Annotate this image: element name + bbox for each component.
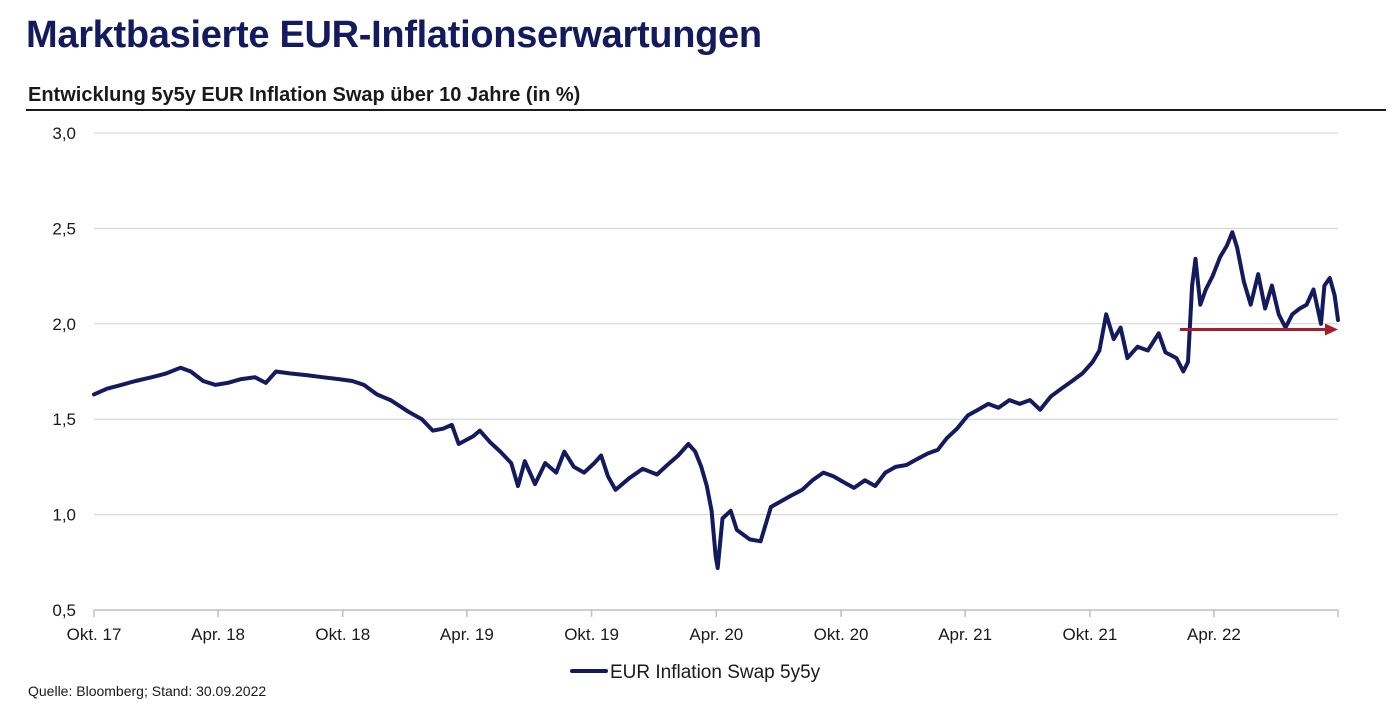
annotation-layer <box>1179 323 1338 336</box>
page-title: Marktbasierte EUR-Inflationserwartungen <box>26 14 762 56</box>
y-tick-label: 3,0 <box>52 124 76 143</box>
y-tick-label: 2,5 <box>52 219 76 238</box>
x-tick-label: Okt. 18 <box>315 625 370 644</box>
series-line-eur-inflation-swap-5y5y <box>92 230 1340 570</box>
x-tick-label: Okt. 19 <box>564 625 619 644</box>
legend-label: EUR Inflation Swap 5y5y <box>610 662 821 683</box>
grid-layer <box>94 132 1338 516</box>
y-tick-label: 1,0 <box>52 506 76 525</box>
legend: EUR Inflation Swap 5y5y <box>570 662 821 683</box>
x-tick-label: Okt. 17 <box>67 625 122 644</box>
x-tick-label: Apr. 19 <box>440 625 494 644</box>
title-divider <box>26 109 1386 111</box>
y-tick-label: 2,0 <box>52 315 76 334</box>
x-tick-label: Apr. 20 <box>689 625 743 644</box>
x-tick-label: Apr. 22 <box>1187 625 1241 644</box>
y-tick-label: 0,5 <box>52 601 76 620</box>
x-tick-label: Okt. 21 <box>1062 625 1117 644</box>
series-layer <box>92 230 1340 570</box>
x-tick-label: Apr. 21 <box>938 625 992 644</box>
chart-subtitle: Entwicklung 5y5y EUR Inflation Swap über… <box>28 84 581 106</box>
x-tick-label: Apr. 18 <box>191 625 245 644</box>
arrow-head <box>1325 323 1338 336</box>
axis-layer: 0,5 1,0 1,5 2,0 2,5 3,0 Okt. 17 Apr. 18 Okt. 18 A… <box>52 124 1339 644</box>
x-tick-label: Okt. 20 <box>814 625 869 644</box>
source-note: Quelle: Bloomberg; Stand: 30.09.2022 <box>28 683 267 699</box>
y-tick-label: 1,5 <box>52 410 76 429</box>
